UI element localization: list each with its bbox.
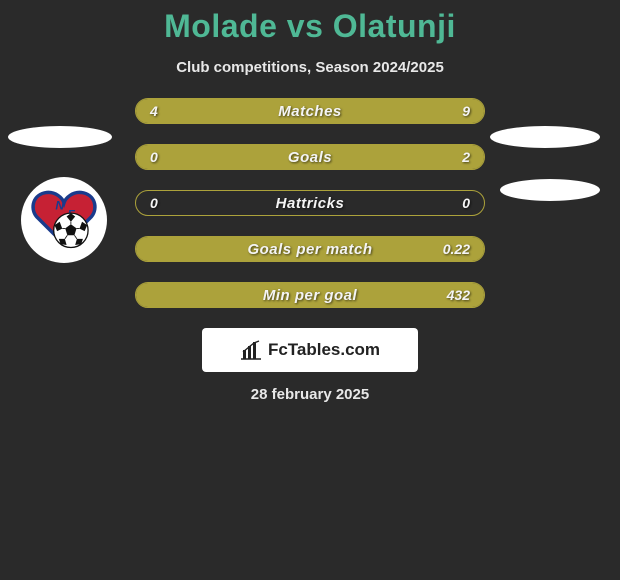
page-title: Molade vs Olatunji [0,8,620,45]
stat-label: Matches [136,99,484,123]
stat-value-right: 0.22 [443,237,470,261]
decorative-ellipse [490,126,600,148]
watermark: FcTables.com [202,328,418,372]
stat-value-right: 432 [447,283,470,307]
svg-text:N: N [55,199,64,213]
date-label: 28 february 2025 [0,386,620,403]
stat-row: Min per goal432 [135,282,485,308]
watermark-text: FcTables.com [268,340,380,360]
club-badge: N F [21,177,107,263]
bar-chart-icon [240,340,262,360]
stat-rows: 4Matches90Goals20Hattricks0Goals per mat… [135,98,485,308]
decorative-ellipse [8,126,112,148]
stat-row: 0Goals2 [135,144,485,170]
decorative-ellipse [500,179,600,201]
stat-label: Min per goal [136,283,484,307]
stat-value-right: 0 [462,191,470,215]
stat-row: 0Hattricks0 [135,190,485,216]
stat-value-right: 2 [462,145,470,169]
stat-row: 4Matches9 [135,98,485,124]
club-badge-icon: N F [21,177,107,263]
stat-label: Goals per match [136,237,484,261]
stat-value-right: 9 [462,99,470,123]
subtitle: Club competitions, Season 2024/2025 [0,59,620,76]
stat-label: Goals [136,145,484,169]
stat-row: Goals per match0.22 [135,236,485,262]
stat-label: Hattricks [136,191,484,215]
